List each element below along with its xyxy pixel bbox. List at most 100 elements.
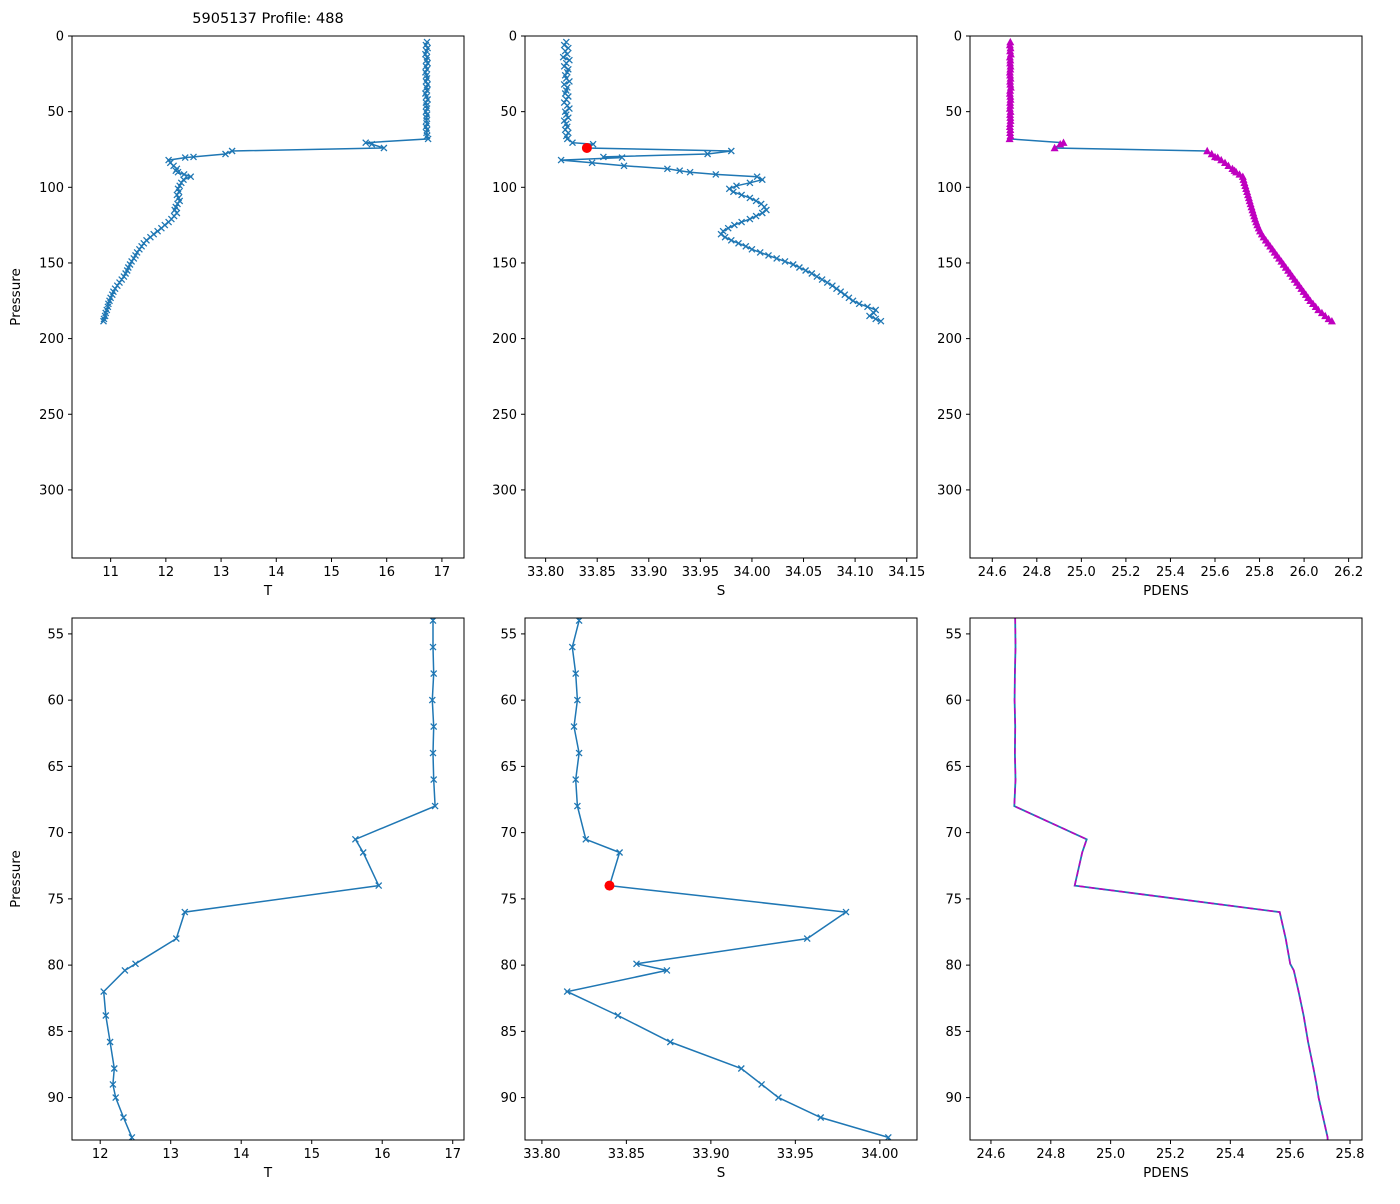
chart-temperature-full: 11 12 13 14 15 16 17 0 50 100 150 200 250 300 T Pressur…	[0, 0, 466, 600]
x-markers	[100, 618, 439, 1140]
y-tick-label: 55	[500, 627, 517, 642]
x-axis-label: PDENS	[1143, 583, 1189, 599]
x-tick-label: 15	[303, 1147, 320, 1162]
panel-pdens-zoom: 24.6 24.8 25.0 25.2 25.4 25.6 25.8 55 60 65 70 75 80…	[934, 600, 1400, 1200]
y-tick-label: 200	[39, 332, 64, 347]
x-axis-label: T	[263, 583, 273, 599]
axes-frame	[969, 35, 1363, 559]
y-tick-label: 150	[39, 256, 64, 271]
y-tick-label: 50	[945, 105, 962, 120]
x-tick-label: 24.6	[978, 565, 1007, 580]
x-tick-label: 33.80	[523, 1147, 560, 1162]
y-tick-label: 90	[945, 1091, 962, 1106]
axes-frame	[71, 35, 465, 559]
x-tick-label: 33.80	[527, 565, 564, 580]
x-tick-label: 33.95	[777, 1147, 814, 1162]
x-tick-label: 25.0	[1096, 1147, 1125, 1162]
y-tick-label: 200	[492, 332, 517, 347]
y-tick-label: 65	[500, 760, 517, 775]
y-tick-label: 100	[492, 181, 517, 196]
x-tick-label: 25.2	[1111, 565, 1140, 580]
x-tick-label: 15	[323, 565, 340, 580]
x-tick-label: 26.0	[1290, 565, 1319, 580]
x-tick-label: 34.00	[861, 1147, 898, 1162]
y-tick-label: 100	[937, 181, 962, 196]
y-tick-label: 0	[56, 30, 64, 45]
chart-temperature-zoom: 12 13 14 15 16 17 55 60 65 70 75 80 85 90 T Pressure	[0, 600, 466, 1200]
y-tick-label: 250	[492, 408, 517, 423]
panel-temperature-full: 11 12 13 14 15 16 17 0 50 100 150 200 250 300 T Pressur…	[0, 0, 466, 600]
x-tick-label: 25.8	[1336, 1147, 1365, 1162]
y-tick-label: 100	[39, 181, 64, 196]
x-tick-label: 13	[162, 1147, 179, 1162]
y-tick-label: 80	[500, 959, 517, 974]
y-tick-label: 250	[937, 408, 962, 423]
y-tick-label: 75	[945, 892, 962, 907]
y-tick-label: 70	[500, 826, 517, 841]
axes-frame	[71, 617, 465, 1141]
y-tick-label: 80	[47, 959, 64, 974]
y-tick-label: 55	[47, 627, 64, 642]
y-tick-label: 300	[937, 483, 962, 498]
chart-pdens-zoom: 24.6 24.8 25.0 25.2 25.4 25.6 25.8 55 60 65 70 75 80…	[934, 600, 1400, 1200]
y-tick-label: 150	[937, 256, 962, 271]
y-tick-label: 85	[500, 1025, 517, 1040]
y-tick-label: 250	[39, 408, 64, 423]
y-tick-label: 300	[492, 483, 517, 498]
x-markers	[557, 38, 885, 325]
x-tick-label: 13	[213, 565, 230, 580]
highlight-point	[604, 880, 615, 891]
y-tick-label: 70	[945, 826, 962, 841]
x-tick-label: 33.85	[608, 1147, 645, 1162]
x-tick-label: 24.6	[976, 1147, 1005, 1162]
x-tick-label: 25.6	[1276, 1147, 1305, 1162]
x-tick-label: 16	[374, 1147, 391, 1162]
x-tick-label: 33.90	[630, 565, 667, 580]
y-tick-label: 0	[954, 30, 962, 45]
x-tick-label: 25.8	[1245, 565, 1274, 580]
x-tick-label: 14	[233, 1147, 250, 1162]
y-tick-label: 300	[39, 483, 64, 498]
y-tick-label: 90	[500, 1091, 517, 1106]
y-tick-label: 60	[500, 694, 517, 709]
axes-frame	[969, 617, 1363, 1141]
x-axis-label: S	[717, 583, 726, 599]
y-tick-label: 55	[945, 627, 962, 642]
y-tick-label: 150	[492, 256, 517, 271]
x-tick-label: 25.6	[1201, 565, 1230, 580]
x-tick-label: 33.95	[682, 565, 719, 580]
x-tick-label: 26.2	[1334, 565, 1363, 580]
y-tick-label: 60	[47, 694, 64, 709]
y-tick-label: 50	[47, 105, 64, 120]
x-tick-label: 33.85	[579, 565, 616, 580]
x-tick-label: 11	[102, 565, 119, 580]
x-tick-label: 24.8	[1022, 565, 1051, 580]
x-tick-label: 25.0	[1067, 565, 1096, 580]
y-axis-label: Pressure	[8, 268, 24, 326]
y-tick-label: 0	[509, 30, 517, 45]
y-tick-label: 85	[945, 1025, 962, 1040]
x-tick-label: 34.05	[785, 565, 822, 580]
panel-pdens-full: 24.6 24.8 25.0 25.2 25.4 25.6 25.8 26.0 26.2 0 50 1…	[934, 0, 1400, 600]
x-tick-label: 25.4	[1156, 565, 1185, 580]
x-tick-label: 25.4	[1216, 1147, 1245, 1162]
chart-pdens-full: 24.6 24.8 25.0 25.2 25.4 25.6 25.8 26.0 26.2 0 50 1…	[934, 0, 1400, 600]
y-tick-label: 50	[500, 105, 517, 120]
x-tick-label: 16	[378, 565, 395, 580]
axes-frame	[524, 35, 918, 559]
y-tick-label: 85	[47, 1025, 64, 1040]
y-tick-label: 75	[47, 892, 64, 907]
y-axis-label: Pressure	[8, 850, 24, 908]
y-tick-label: 200	[937, 332, 962, 347]
x-markers	[100, 38, 432, 325]
y-tick-label: 65	[47, 760, 64, 775]
figure-title: 5905137 Profile: 488	[192, 11, 343, 27]
chart-salinity-full: 33.80 33.85 33.90 33.95 34.00 34.05 34.10 34.15…	[467, 0, 933, 600]
x-tick-label: 12	[92, 1147, 109, 1162]
x-tick-label: 25.2	[1156, 1147, 1185, 1162]
y-tick-label: 80	[945, 959, 962, 974]
y-tick-label: 70	[47, 826, 64, 841]
x-axis-label: T	[263, 1165, 273, 1181]
x-axis-label: S	[717, 1165, 726, 1181]
